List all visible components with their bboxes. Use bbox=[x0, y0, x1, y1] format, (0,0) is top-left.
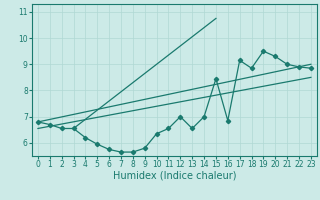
X-axis label: Humidex (Indice chaleur): Humidex (Indice chaleur) bbox=[113, 171, 236, 181]
